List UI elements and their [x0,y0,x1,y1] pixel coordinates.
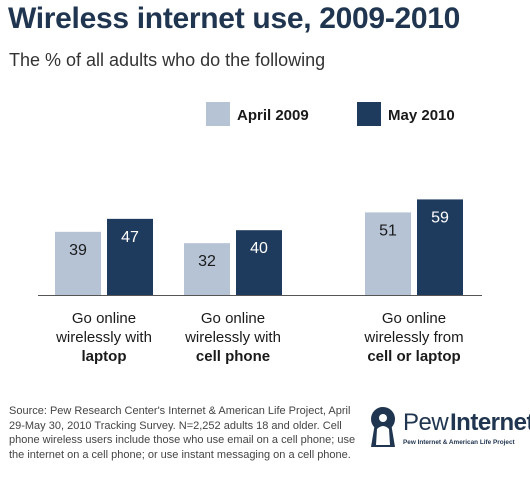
category-label: cell phone [196,348,270,365]
bar-chart: April 2009 May 2010 39 47 Go online wirelessl… [38,102,482,365]
bar-value-label: 32 [198,253,216,270]
chart-subtitle: The % of all adults who do the following [9,50,326,70]
bar [236,230,282,295]
legend-swatch [357,102,381,126]
category-label: Go online [201,310,265,327]
logo-text-pew: Pew [403,409,449,436]
bar-value-label: 39 [69,242,87,259]
logo-tagline: Pew Internet & American Life Project [403,439,515,446]
bar [365,212,411,295]
legend-label: April 2009 [237,107,309,124]
bar-value-label: 47 [121,229,139,246]
category-label: wirelessly from [363,329,463,346]
source-note: Source: Pew Research Center's Internet &… [9,405,356,461]
bar-value-label: 51 [379,222,397,239]
category-label: Go online [382,310,446,327]
bar-value-label: 40 [250,240,268,257]
keyhole-person-icon [371,407,395,447]
logo-text-internet: Internet [450,409,530,436]
bar [184,243,230,295]
bar [55,231,101,295]
bar-value-label: 59 [431,209,449,226]
bar [417,199,463,295]
legend-label: May 2010 [388,107,455,124]
bar [107,218,153,295]
category-label: Go online [72,310,136,327]
chart-title: Wireless internet use, 2009-2010 [8,2,461,35]
category-label: wirelessly with [55,329,152,346]
category-label: cell or laptop [367,348,460,365]
pew-internet-logo: Pew Internet Pew Internet & American Lif… [366,405,530,451]
category-label: wirelessly with [184,329,281,346]
legend-swatch [206,102,230,126]
category-label: laptop [82,348,127,365]
